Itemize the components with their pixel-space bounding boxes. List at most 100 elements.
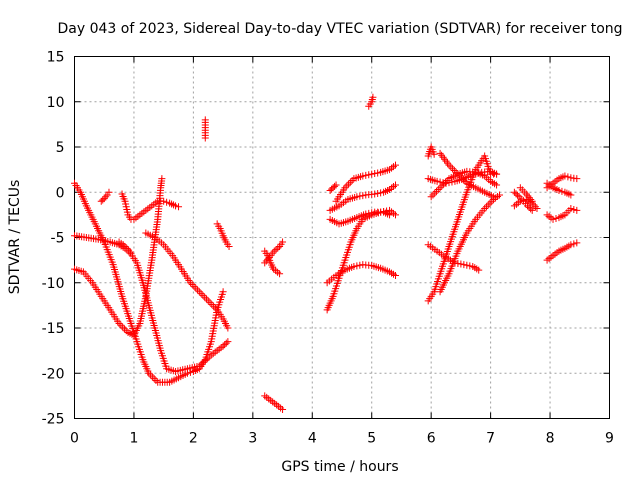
y-axis-label: SDTVAR / TECUs (7, 180, 23, 295)
data-point (350, 262, 358, 270)
data-point (353, 262, 361, 270)
data-point (99, 196, 107, 204)
data-point (102, 193, 110, 201)
series-arc-12 (261, 238, 287, 267)
data-point (374, 189, 382, 197)
data-point (199, 291, 207, 299)
x-tick-label: 0 (70, 431, 79, 447)
series-arc-19 (332, 161, 399, 205)
series-arc-34 (543, 239, 581, 264)
data-point (490, 193, 498, 201)
data-point (441, 178, 449, 186)
data-point (195, 288, 203, 296)
data-point (484, 201, 492, 209)
series-arc-26 (427, 167, 501, 201)
data-point (433, 187, 441, 195)
x-tick-label: 1 (129, 431, 138, 447)
series-arc-32 (543, 172, 581, 192)
data-point (192, 284, 200, 292)
data-point (105, 188, 113, 196)
data-point (225, 243, 233, 251)
data-point (493, 170, 501, 178)
x-tick-labels: 0 1 2 3 4 5 6 7 8 9 (70, 431, 614, 447)
data-point (457, 174, 465, 182)
data-point (392, 181, 399, 189)
series-arc-5 (142, 229, 232, 332)
data-point (346, 178, 354, 186)
series-arc-16 (326, 181, 399, 214)
data-point (459, 176, 467, 184)
y-tick-label: 5 (56, 140, 65, 156)
data-point (119, 241, 127, 249)
data-point (224, 338, 232, 346)
data-point (150, 375, 158, 383)
data-point (272, 246, 280, 254)
data-point (525, 203, 533, 211)
data-point (262, 257, 270, 265)
data-point (456, 172, 464, 180)
data-point (343, 182, 351, 190)
data-point (528, 206, 536, 214)
data-point (359, 172, 367, 180)
data-point (100, 195, 108, 203)
data-point (457, 260, 465, 268)
y-tick-labels: 15 10 5 0 -5 -10 -15 -20 -25 (42, 50, 65, 428)
series-arc-7 (118, 190, 135, 223)
series-arc-31 (543, 179, 575, 199)
series-arc-29 (510, 195, 541, 213)
data-point (341, 184, 349, 192)
series-arc-20 (365, 93, 377, 110)
data-point (222, 339, 230, 347)
series-arc-27 (436, 149, 498, 201)
data-point (345, 180, 353, 188)
data-point (436, 184, 444, 192)
data-point (356, 261, 364, 269)
data-point (365, 209, 373, 217)
data-point (186, 279, 194, 287)
series-arc-8 (115, 238, 134, 256)
data-point (516, 197, 524, 205)
data-point (443, 176, 451, 184)
series-arc-25 (424, 143, 438, 160)
data-point (201, 293, 209, 301)
x-tick-label: 9 (605, 431, 614, 447)
data-point (486, 199, 494, 207)
y-tick-label: -15 (42, 321, 65, 337)
data-point (510, 188, 518, 196)
data-point (564, 173, 572, 181)
x-tick-label: 2 (189, 431, 198, 447)
data-point (493, 181, 501, 189)
data-point (211, 304, 219, 312)
data-point (186, 368, 194, 376)
data-point (368, 170, 376, 178)
data-point (531, 203, 539, 211)
data-point (194, 286, 202, 294)
data-point (123, 244, 131, 252)
data-point (279, 405, 287, 413)
data-point (512, 190, 520, 198)
x-tick-label: 8 (546, 431, 555, 447)
grid (74, 56, 610, 419)
data-point (433, 177, 441, 185)
data-point (221, 341, 229, 349)
data-point (365, 171, 373, 179)
series-arc-10 (213, 220, 233, 251)
data-point (369, 93, 377, 101)
data-point (558, 187, 566, 195)
data-point (121, 243, 129, 251)
y-tick-label: 0 (56, 185, 65, 201)
data-point (158, 175, 166, 183)
data-point (127, 215, 135, 223)
data-point (463, 261, 471, 269)
data-point (362, 171, 370, 179)
data-point (172, 202, 180, 210)
y-tick-label: -25 (42, 412, 65, 428)
data-point (447, 163, 455, 171)
data-point (561, 172, 569, 180)
data-point (496, 191, 504, 199)
series-arc-4 (130, 197, 183, 223)
data-point (392, 272, 399, 280)
data-point (460, 261, 468, 269)
y-tick-label: 10 (47, 95, 65, 111)
data-point (201, 134, 209, 142)
